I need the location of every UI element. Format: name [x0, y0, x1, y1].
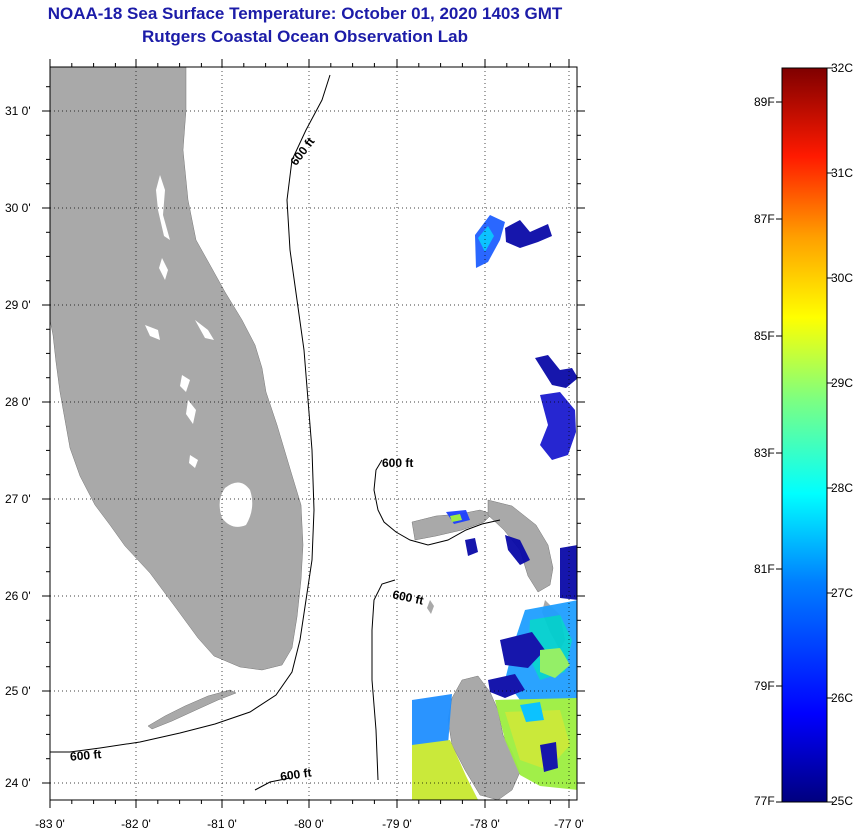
- lat-label: 30 0': [5, 201, 31, 215]
- lat-label: 29 0': [5, 298, 31, 312]
- cb-label-c2: 30C: [831, 271, 854, 285]
- contour-label-bahamas-north: 600 ft: [382, 456, 413, 470]
- map-subtitle: Rutgers Coastal Ocean Observation Lab: [142, 27, 468, 46]
- contour-label-west: 600 ft: [69, 747, 101, 764]
- longitude-labels: -83 0' -82 0' -81 0' -80 0' -79 0' -78 0' -77 …: [35, 817, 584, 831]
- lon-label: -83 0': [35, 817, 65, 831]
- lat-label: 27 0': [5, 492, 31, 506]
- colorbar-ticks: [776, 67, 833, 803]
- lon-label: -80 0': [294, 817, 324, 831]
- bimini: [427, 600, 434, 614]
- lake-okeechobee: [219, 482, 253, 527]
- lat-label: 26 0': [5, 589, 31, 603]
- cb-label-c1: 31C: [831, 166, 854, 180]
- contour-label-south: 600 ft: [279, 765, 312, 783]
- plot-frame: [49, 66, 578, 801]
- contour-600ft-south: [254, 777, 291, 791]
- colorbar: [781, 67, 828, 803]
- sst-data-patches: [412, 215, 577, 800]
- lat-label: 28 0': [5, 395, 31, 409]
- cb-label-c3: 29C: [831, 376, 854, 390]
- cb-label-f5: 79F: [754, 679, 775, 693]
- bathymetry-contours: [50, 74, 501, 791]
- tick-marks: [42, 59, 585, 808]
- cb-label-f6: 77F: [754, 794, 775, 808]
- florida-keys: [147, 689, 237, 730]
- latitude-labels: 31 0' 30 0' 29 0' 28 0' 27 0' 26 0' 25 0' 24 0': [5, 104, 31, 790]
- map-title: NOAA-18 Sea Surface Temperature: October…: [47, 4, 563, 23]
- lon-label: -79 0': [382, 817, 412, 831]
- contour-600ft-bahamas-north: [373, 459, 501, 546]
- cb-label-f1: 87F: [754, 212, 775, 226]
- cb-label-c6: 26C: [831, 691, 854, 705]
- lat-label: 25 0': [5, 684, 31, 698]
- lon-label: -82 0': [121, 817, 151, 831]
- contour-600ft-bahamas-south: [371, 579, 396, 781]
- cb-label-c0: 32C: [831, 61, 854, 75]
- cb-label-c4: 28C: [831, 481, 854, 495]
- cb-label-c7: 25C: [831, 794, 854, 808]
- lon-label: -81 0': [207, 817, 237, 831]
- contour-label-bahamas-south: 600 ft: [391, 587, 425, 607]
- cb-label-f0: 89F: [754, 95, 775, 109]
- lon-label: -77 0': [554, 817, 584, 831]
- cb-label-f3: 83F: [754, 446, 775, 460]
- lat-label: 24 0': [5, 776, 31, 790]
- contour-600ft-florida-east: [50, 74, 331, 753]
- cb-label-f2: 85F: [754, 329, 775, 343]
- cb-label-f4: 81F: [754, 562, 775, 576]
- cb-label-c5: 27C: [831, 586, 854, 600]
- lon-label: -78 0': [470, 817, 500, 831]
- lat-label: 31 0': [5, 104, 31, 118]
